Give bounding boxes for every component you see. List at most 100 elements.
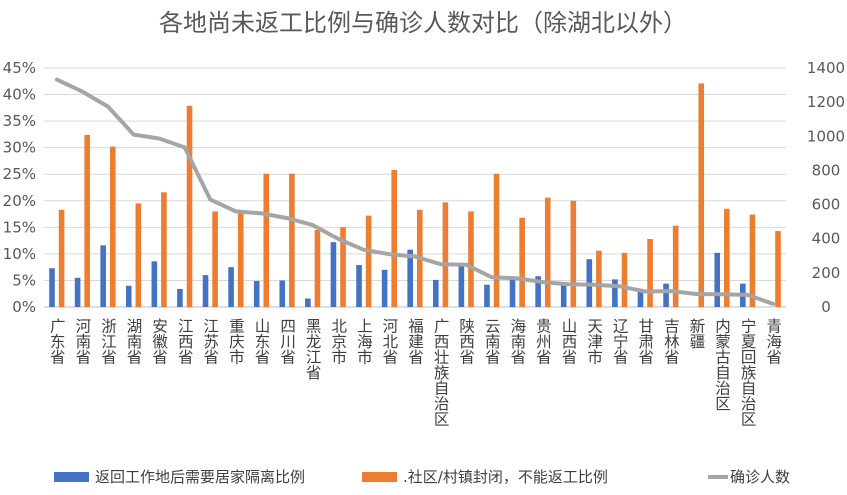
bar-quarantine bbox=[151, 261, 158, 307]
y-left-tick-label: 30% bbox=[3, 139, 36, 157]
bar-closed bbox=[749, 214, 756, 307]
category-label: 北京市 bbox=[329, 318, 347, 365]
bar-quarantine bbox=[535, 276, 541, 307]
category-label: 山西省 bbox=[560, 318, 578, 365]
category-label: 江西省 bbox=[176, 318, 194, 365]
bar-quarantine bbox=[560, 285, 567, 307]
y-right-tick-label: 400 bbox=[812, 230, 841, 248]
bar-quarantine bbox=[330, 242, 337, 307]
bar-closed bbox=[237, 210, 244, 307]
legend-label: 返回工作地后需要居家隔离比例 bbox=[95, 468, 305, 486]
y-right-tick-label: 600 bbox=[812, 196, 841, 214]
bar-quarantine bbox=[663, 283, 669, 307]
bar-closed bbox=[263, 173, 270, 307]
bar-closed bbox=[596, 250, 602, 307]
y-left-tick-label: 10% bbox=[3, 245, 36, 263]
y-left-tick-label: 0% bbox=[12, 298, 36, 316]
bar-closed bbox=[391, 169, 398, 307]
bar-closed bbox=[186, 105, 193, 307]
bar-quarantine bbox=[637, 291, 644, 307]
y-right-tick-label: 200 bbox=[812, 264, 841, 282]
y-left-tick-label: 5% bbox=[12, 271, 36, 289]
category-label: 山东省 bbox=[252, 318, 270, 365]
bar-quarantine bbox=[49, 268, 55, 307]
category-label: 吉林省 bbox=[662, 318, 680, 365]
right-axis: 0 200 400 600 800 1000 1200 1400 bbox=[807, 59, 845, 316]
bar-closed bbox=[109, 146, 116, 307]
y-left-tick-label: 25% bbox=[3, 165, 36, 183]
bar-quarantine bbox=[509, 277, 516, 307]
y-right-tick-label: 1400 bbox=[807, 59, 845, 77]
y-right-tick-label: 800 bbox=[812, 161, 841, 179]
bar-closed bbox=[698, 83, 705, 307]
bar-quarantine bbox=[228, 267, 234, 307]
category-label: 浙江省 bbox=[99, 318, 117, 365]
bar-quarantine bbox=[100, 245, 106, 307]
category-label: 贵州省 bbox=[534, 318, 552, 365]
bar-quarantine bbox=[305, 298, 311, 307]
bar-closed bbox=[468, 211, 474, 307]
gridlines bbox=[44, 67, 786, 308]
y-left-tick-label: 20% bbox=[3, 192, 36, 210]
category-label: 黑龙江省 bbox=[304, 318, 322, 380]
category-label: 上海市 bbox=[355, 318, 373, 365]
y-left-tick-label: 35% bbox=[3, 112, 36, 130]
category-label: 广东省 bbox=[48, 318, 66, 365]
bar-quarantine bbox=[612, 279, 618, 307]
y-right-tick-label: 1200 bbox=[807, 93, 845, 111]
bar-quarantine bbox=[714, 252, 721, 307]
category-label: 福建省 bbox=[406, 318, 424, 365]
bar-series bbox=[49, 83, 781, 307]
bar-quarantine bbox=[381, 269, 388, 307]
bar-closed bbox=[570, 200, 577, 307]
left-axis: 0% 5% 10% 15% 20% 25% 30% 35% 40% 45% bbox=[3, 59, 36, 316]
bar-closed bbox=[289, 173, 295, 307]
y-right-tick-label: 1000 bbox=[807, 127, 845, 145]
category-label: 重庆市 bbox=[227, 318, 245, 365]
legend-swatch bbox=[362, 472, 397, 482]
legend-label: 确诊人数 bbox=[730, 468, 790, 486]
bar-quarantine bbox=[279, 280, 286, 307]
line-confirmed-cases bbox=[54, 77, 776, 306]
bar-quarantine bbox=[458, 264, 465, 307]
category-label: 云南省 bbox=[483, 318, 501, 365]
category-label: 内蒙古自治区 bbox=[713, 318, 731, 412]
category-label: 宁夏回族自治区 bbox=[739, 318, 757, 427]
legend-swatch bbox=[54, 472, 89, 482]
bar-closed bbox=[340, 227, 346, 307]
bar-quarantine bbox=[125, 285, 132, 307]
bar-closed bbox=[212, 211, 218, 307]
category-label: 安徽省 bbox=[150, 318, 168, 365]
category-label: 江苏省 bbox=[201, 318, 219, 365]
category-label: 辽宁省 bbox=[611, 318, 629, 365]
category-label: 海南省 bbox=[508, 318, 526, 365]
bar-closed bbox=[621, 252, 628, 307]
category-label: 河北省 bbox=[380, 318, 398, 365]
bar-closed bbox=[135, 203, 142, 307]
bar-quarantine bbox=[356, 265, 362, 307]
category-label: 天津市 bbox=[585, 318, 603, 365]
bar-quarantine bbox=[253, 280, 260, 307]
bar-closed bbox=[493, 173, 500, 307]
bar-closed bbox=[647, 239, 653, 307]
bar-closed bbox=[314, 229, 321, 307]
category-label: 四川省 bbox=[278, 318, 296, 365]
category-labels: 广东省 河南省 浙江省 湖南省 安徽省 江西省 江苏省 重庆市 山东省 四川省 黑龙江省 北京市 上海市… bbox=[48, 318, 782, 427]
y-left-tick-label: 45% bbox=[3, 59, 36, 77]
bar-closed bbox=[672, 225, 679, 307]
chart-title: 各地尚未返工比例与确诊人数对比（除湖北以外） bbox=[159, 9, 687, 37]
category-label: 广西壮族自治区 bbox=[432, 318, 450, 427]
bar-closed bbox=[775, 231, 781, 307]
bar-closed bbox=[365, 215, 372, 307]
bar-closed bbox=[58, 209, 65, 307]
y-right-tick-label: 0 bbox=[821, 298, 831, 316]
line-series bbox=[54, 77, 776, 306]
legend: 返回工作地后需要居家隔离比例 .社区/村镇封闭，不能返工比例 确诊人数 bbox=[54, 468, 790, 486]
category-label: 甘肃省 bbox=[636, 318, 654, 365]
bar-closed bbox=[442, 202, 449, 307]
bar-closed bbox=[519, 217, 525, 307]
category-label: 陕西省 bbox=[457, 318, 475, 365]
legend-label: .社区/村镇封闭，不能返工比例 bbox=[403, 468, 608, 486]
